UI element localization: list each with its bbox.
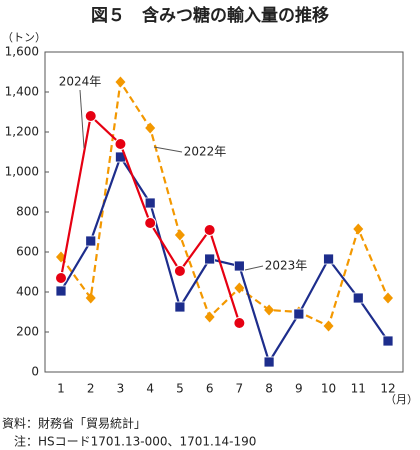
x-tick-label: 12 <box>380 382 395 396</box>
point <box>353 223 364 235</box>
point <box>204 311 215 323</box>
y-tick-label: 1,200 <box>5 125 39 139</box>
point <box>85 292 96 304</box>
point <box>352 292 364 304</box>
label-bg <box>183 144 227 160</box>
x-tick-label: 5 <box>176 382 184 396</box>
point <box>383 292 393 304</box>
point <box>55 285 67 297</box>
point <box>323 320 334 332</box>
x-tick-label: 9 <box>295 382 303 396</box>
x-tick-label: 6 <box>206 382 214 396</box>
y-tick-label: 0 <box>31 365 39 379</box>
series-line <box>60 78 390 328</box>
point <box>145 122 156 134</box>
chart-title: 図５ 含みつ糖の輸入量の推移 <box>91 5 329 26</box>
point <box>144 217 157 229</box>
point <box>85 235 97 247</box>
y-tick-label: 1,600 <box>5 45 39 59</box>
label-bg <box>58 74 102 90</box>
series-label: 2024年 <box>59 75 102 89</box>
label-bg <box>264 258 308 274</box>
label-leader <box>153 146 183 153</box>
label-leader <box>244 265 264 271</box>
point <box>233 260 245 272</box>
series-label: 2022年 <box>184 145 227 159</box>
source-note: 資料：財務省「貿易統計」 <box>2 416 146 431</box>
x-tick-label: 11 <box>351 382 366 396</box>
point <box>264 304 275 316</box>
point <box>174 229 185 241</box>
point <box>293 308 305 320</box>
y-tick-label: 1,000 <box>5 165 39 179</box>
y-tick-label: 200 <box>16 325 39 339</box>
point <box>204 253 216 265</box>
y-tick-label: 1,400 <box>5 85 39 99</box>
point <box>84 110 97 122</box>
point <box>233 317 246 329</box>
y-tick-label: 600 <box>16 245 39 259</box>
y-unit: （トン） <box>2 31 46 44</box>
point <box>382 335 394 347</box>
point <box>144 197 156 209</box>
x-tick-label: 10 <box>321 382 336 396</box>
label-leader <box>79 89 85 149</box>
point <box>203 224 216 236</box>
x-tick-label: 2 <box>87 382 95 396</box>
point <box>114 138 127 150</box>
point <box>263 356 275 368</box>
series-label: 2023年 <box>265 259 308 273</box>
series-line <box>60 154 389 365</box>
point <box>323 253 334 265</box>
x-unit: （月） <box>385 393 418 406</box>
point <box>174 301 186 313</box>
y-tick-label: 400 <box>16 285 39 299</box>
x-tick-label: 7 <box>236 382 244 396</box>
point <box>115 76 126 88</box>
point <box>173 265 186 277</box>
y-tick-label: 800 <box>16 205 39 219</box>
point <box>55 272 67 284</box>
x-tick-label: 3 <box>117 382 125 396</box>
footnote: 注：HSコード1701.13-000、1701.14-190 <box>14 434 256 449</box>
point <box>234 282 245 294</box>
x-tick-label: 8 <box>265 382 273 396</box>
plot-frame <box>44 51 404 373</box>
x-tick-label: 4 <box>146 382 154 396</box>
x-tick-label: 1 <box>57 382 65 396</box>
